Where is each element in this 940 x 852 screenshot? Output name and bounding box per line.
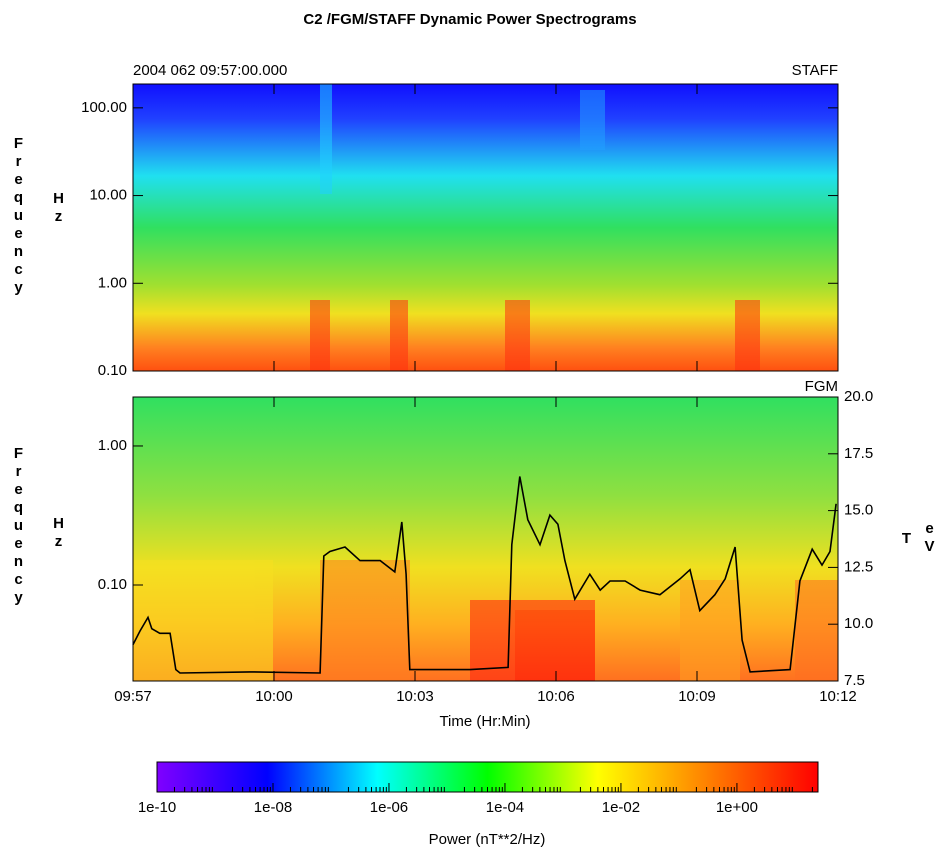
y2-axis-label: T — [898, 530, 915, 548]
x-axis-label: Time (Hr:Min) — [439, 713, 530, 730]
y-axis-unit: Hz — [50, 515, 67, 551]
y-tick-label: 1.00 — [98, 274, 127, 291]
x-tick-label: 10:00 — [255, 688, 293, 705]
x-tick-label: 10:03 — [396, 688, 434, 705]
y2-tick-label: 15.0 — [844, 502, 873, 519]
spectrogram-texture — [133, 84, 838, 681]
y2-tick-label: 17.5 — [844, 445, 873, 462]
y-axis-unit: Hz — [50, 190, 67, 226]
y-tick-label: 1.00 — [98, 437, 127, 454]
y-tick-label: 0.10 — [98, 576, 127, 593]
y-axis-label: Frequency — [10, 135, 27, 297]
x-tick-label: 10:06 — [537, 688, 575, 705]
colorbar-tick-label: 1e-06 — [370, 799, 408, 816]
colorbar-tick-label: 1e-10 — [138, 799, 176, 816]
y-axis-label: Frequency — [10, 445, 27, 607]
x-tick-label: 10:12 — [819, 688, 857, 705]
y2-tick-label: 12.5 — [844, 558, 873, 575]
x-tick-label: 09:57 — [114, 688, 152, 705]
spectrogram — [133, 84, 838, 371]
y2-tick-label: 7.5 — [844, 672, 865, 689]
y2-axis-unit: eV — [921, 520, 938, 556]
colorbar-tick-label: 1e-08 — [254, 799, 292, 816]
x-tick-label: 10:09 — [678, 688, 716, 705]
y2-tick-label: 20.0 — [844, 388, 873, 405]
date-label: 2004 062 09:57:00.000 — [133, 62, 287, 79]
y2-tick-label: 10.0 — [844, 615, 873, 632]
plot-frame — [132, 83, 839, 372]
colorbar-tick-label: 1e+00 — [716, 799, 758, 816]
panel-label: STAFF — [792, 62, 838, 79]
y-tick-label: 0.10 — [98, 362, 127, 379]
y-tick-label: 10.00 — [89, 187, 127, 204]
temperature-line — [132, 476, 837, 674]
y-tick-label: 100.00 — [81, 99, 127, 116]
colorbar-tick-label: 1e-04 — [486, 799, 524, 816]
colorbar-tick-label: 1e-02 — [602, 799, 640, 816]
panel-label: FGM — [805, 378, 838, 395]
plot-frame — [132, 396, 839, 682]
chart-title: C2 /FGM/STAFF Dynamic Power Spectrograms — [303, 11, 636, 28]
colorbar-label: Power (nT**2/Hz) — [429, 831, 546, 848]
